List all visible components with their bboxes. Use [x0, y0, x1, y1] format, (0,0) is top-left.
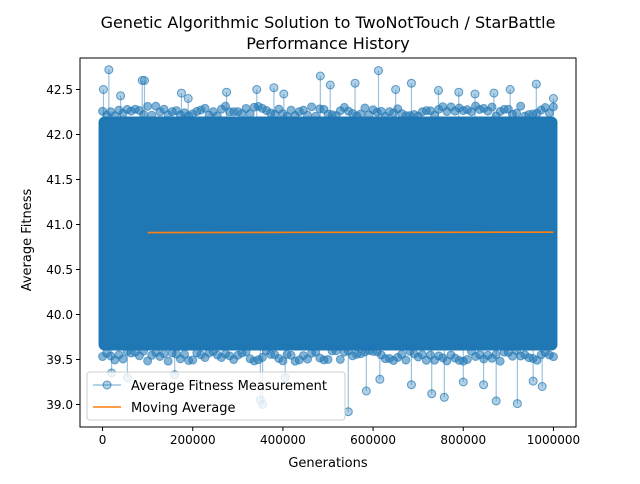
fitness-outlier-marker	[440, 393, 448, 401]
fitness-outlier-marker	[529, 377, 537, 385]
fitness-marker	[148, 111, 156, 119]
fitness-outlier-marker	[538, 383, 546, 391]
fitness-marker	[164, 357, 172, 365]
x-tick-label: 200000	[170, 433, 216, 447]
fitness-outlier-marker	[506, 86, 514, 94]
fitness-outlier-marker	[253, 86, 261, 94]
fitness-dense-band	[99, 117, 558, 351]
fitness-marker	[308, 103, 316, 111]
fitness-outlier-marker	[459, 378, 467, 386]
fitness-outlier-marker	[280, 90, 288, 98]
x-tick-label: 400000	[260, 433, 306, 447]
fitness-outlier-marker	[117, 92, 125, 100]
fitness-outlier-marker	[532, 80, 540, 88]
fitness-outlier-marker	[140, 77, 148, 85]
fitness-marker	[402, 356, 410, 364]
fitness-outlier-marker	[492, 397, 500, 405]
x-axis-label: Generations	[288, 456, 368, 471]
fitness-marker	[332, 347, 340, 355]
fitness-outlier-marker	[184, 95, 192, 103]
x-tick-label: 600000	[350, 433, 396, 447]
fitness-outlier-marker	[362, 387, 370, 395]
fitness-marker	[496, 357, 504, 365]
fitness-outlier-marker	[392, 86, 400, 94]
x-tick-label: 800000	[440, 433, 486, 447]
fitness-outlier-marker	[407, 381, 415, 389]
y-tick-label: 40.0	[46, 308, 73, 322]
fitness-outlier-marker	[549, 95, 557, 103]
fitness-outlier-marker	[455, 88, 463, 96]
fitness-outlier-marker	[480, 381, 488, 389]
y-axis-label: Average Fitness	[20, 189, 35, 292]
y-tick-label: 41.5	[46, 173, 73, 187]
fitness-outlier-marker	[105, 66, 113, 74]
fitness-outlier-marker	[177, 89, 185, 97]
y-tick-label: 41.0	[46, 218, 73, 232]
fitness-outlier-marker	[376, 375, 384, 383]
legend-fitness-marker	[103, 381, 111, 389]
fitness-outlier-marker	[471, 90, 479, 98]
fitness-marker	[312, 112, 320, 120]
fitness-marker	[119, 355, 127, 363]
fitness-outlier-marker	[407, 79, 415, 87]
fitness-outlier-marker	[326, 81, 334, 89]
y-tick-label: 39.5	[46, 353, 73, 367]
fitness-marker	[304, 111, 312, 119]
fitness-outlier-marker	[270, 84, 278, 92]
fitness-outlier-marker	[375, 67, 383, 75]
chart-title-line-1: Genetic Algorithmic Solution to TwoNotTo…	[101, 13, 556, 32]
y-tick-label: 40.5	[46, 263, 73, 277]
fitness-marker	[463, 355, 471, 363]
y-tick-label: 42.5	[46, 83, 73, 97]
fitness-marker	[488, 103, 496, 111]
y-tick-label: 39.0	[46, 398, 73, 412]
fitness-outlier-marker	[428, 390, 436, 398]
fitness-outlier-marker	[223, 88, 231, 96]
fitness-outlier-marker	[99, 86, 107, 94]
fitness-outlier-marker	[513, 400, 521, 408]
fitness-marker	[324, 355, 332, 363]
fitness-marker	[336, 355, 344, 363]
fitness-outlier-marker	[351, 79, 359, 87]
fitness-marker	[140, 111, 148, 119]
x-tick-label: 0	[99, 433, 107, 447]
y-tick-label: 42.0	[46, 128, 73, 142]
legend: Average Fitness Measurement Moving Averag…	[87, 372, 345, 420]
fitness-outlier-marker	[490, 89, 498, 97]
chart-title-line-2: Performance History	[246, 34, 409, 53]
legend-label-fitness: Average Fitness Measurement	[131, 379, 327, 394]
fitness-marker	[549, 353, 557, 361]
fitness-marker	[517, 102, 525, 110]
fitness-marker	[160, 350, 168, 358]
fitness-outlier-marker	[434, 86, 442, 94]
fitness-outlier-marker	[316, 72, 324, 80]
x-tick-label: 1000000	[527, 433, 580, 447]
legend-label-moving-average: Moving Average	[131, 401, 235, 416]
fitness-marker	[140, 347, 148, 355]
